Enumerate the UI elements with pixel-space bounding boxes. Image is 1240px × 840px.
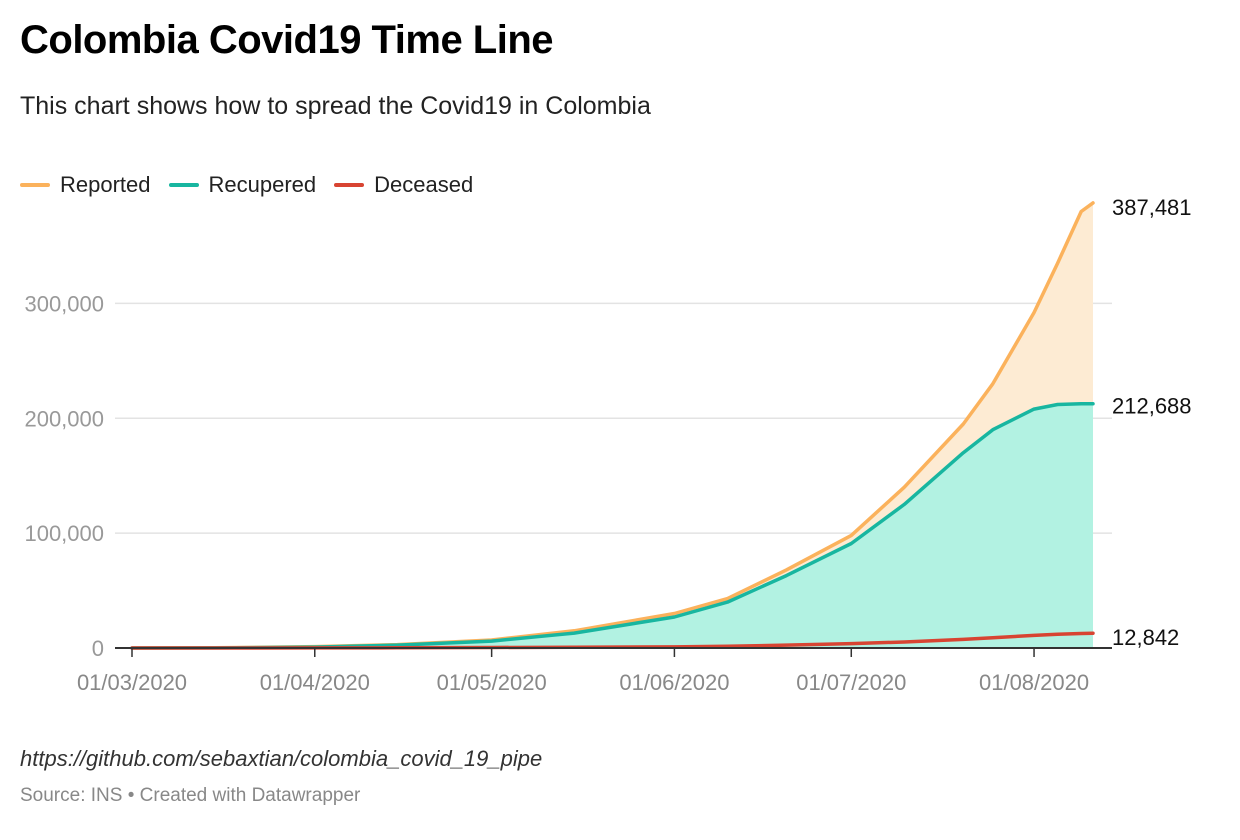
y-tick-label-2: 200,000 bbox=[24, 406, 104, 431]
x-tick-label-1: 01/04/2020 bbox=[260, 670, 370, 695]
line-recupered bbox=[130, 401, 1095, 650]
label-layer: 0 100,000 200,000 300,000 01/03/2020 01/04/20… bbox=[24, 195, 1191, 695]
area-layer bbox=[132, 202, 1093, 648]
chart-source: Source: INS • Created with Datawrapper bbox=[20, 785, 361, 806]
area-reported bbox=[132, 202, 1093, 648]
chart-plot: 0 100,000 200,000 300,000 01/03/2020 01/04/20… bbox=[24, 195, 1191, 695]
legend-swatch-deceased bbox=[334, 183, 365, 187]
legend-swatch-reported bbox=[20, 183, 50, 187]
chart-title: Colombia Covid19 Time Line bbox=[20, 18, 554, 62]
y-tick-label-3: 300,000 bbox=[24, 291, 104, 316]
end-label-reported: 387,481 bbox=[1112, 195, 1192, 220]
legend-item-recupered: Recupered bbox=[168, 172, 317, 198]
x-tick-label-0: 01/03/2020 bbox=[77, 670, 187, 695]
y-tick-label-0: 0 bbox=[92, 636, 104, 661]
x-tick-label-3: 01/06/2020 bbox=[619, 670, 729, 695]
end-label-deceased: 12,842 bbox=[1112, 625, 1179, 650]
legend-label-deceased: Deceased bbox=[374, 172, 474, 197]
area-recupered bbox=[132, 403, 1093, 648]
x-tick-label-5: 01/08/2020 bbox=[979, 670, 1089, 695]
legend-label-recupered: Recupered bbox=[208, 172, 317, 197]
axis-layer bbox=[115, 647, 1112, 657]
x-tick-label-4: 01/07/2020 bbox=[796, 670, 906, 695]
chart-subtitle: This chart shows how to spread the Covid… bbox=[20, 92, 651, 120]
legend-label-reported: Reported bbox=[60, 172, 151, 197]
legend: Reported Recupered Deceased bbox=[20, 172, 491, 198]
legend-item-deceased: Deceased bbox=[334, 172, 473, 198]
x-tick-label-2: 01/05/2020 bbox=[437, 670, 547, 695]
chart-notes: https://github.com/sebaxtian/colombia_co… bbox=[20, 746, 543, 771]
y-tick-label-1: 100,000 bbox=[24, 521, 104, 546]
legend-item-reported: Reported bbox=[20, 172, 151, 198]
end-label-recupered: 212,688 bbox=[1112, 394, 1192, 419]
legend-swatch-recupered bbox=[168, 183, 199, 187]
